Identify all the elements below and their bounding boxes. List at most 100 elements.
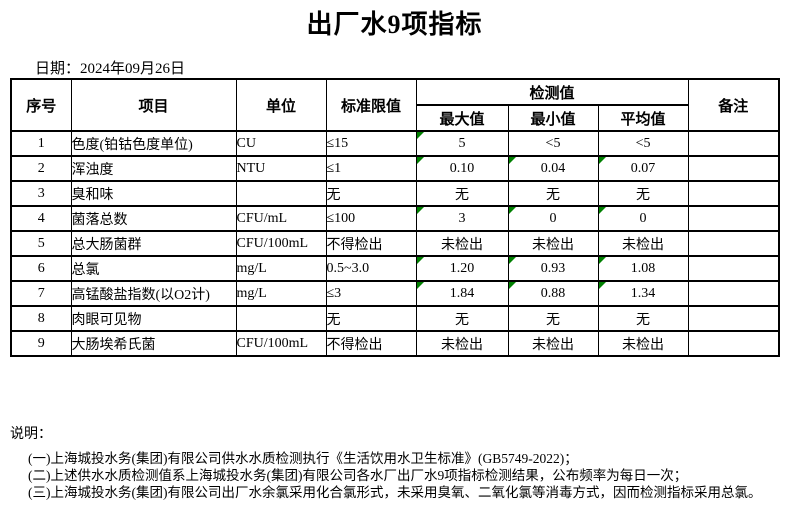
min-value: 0.04 — [507, 155, 599, 182]
avg-value-text: 0.07 — [630, 160, 656, 176]
unit: mg/L — [235, 280, 327, 307]
col-header-item: 项目 — [70, 78, 237, 132]
max-value: 无 — [415, 305, 509, 332]
green-corner-flag-icon — [599, 258, 606, 264]
standard-limit: ≤3 — [325, 280, 417, 307]
min-value: 无 — [507, 305, 599, 332]
row-number: 8 — [10, 305, 72, 332]
remark — [687, 230, 780, 257]
col-header-max: 最大值 — [415, 104, 509, 132]
row-number-text: 9 — [37, 335, 45, 351]
row-number: 5 — [10, 230, 72, 257]
note-line-2: (二)上述供水水质检测值系上海城投水务(集团)有限公司各水厂出厂水9项指标检测结… — [28, 468, 688, 483]
page-title: 出厂水9项指标 — [306, 10, 483, 39]
row-number: 1 — [10, 130, 72, 157]
row-number: 9 — [10, 330, 72, 357]
standard-limit-text: ≤3 — [326, 285, 342, 301]
remark — [687, 155, 780, 182]
green-corner-flag-icon — [509, 158, 516, 164]
min-value: <5 — [507, 130, 599, 157]
table-row: 7 高锰酸盐指数(以O2计) mg/L ≤3 1.84 0.88 1.34 — [10, 280, 780, 307]
table-row: 2 浑浊度 NTU ≤1 0.10 0.04 0.07 — [10, 155, 780, 182]
unit-text: CFU/100mL — [236, 235, 309, 251]
remark — [687, 205, 780, 232]
notes: (一)上海城投水务(集团)有限公司供水水质检测执行《生活饮用水卫生标准》(GB5… — [28, 450, 761, 501]
item-name: 肉眼可见物 — [70, 305, 237, 332]
min-value-text: 0.88 — [540, 285, 566, 301]
avg-value-text: 无 — [636, 187, 651, 203]
item-name-text: 肉眼可见物 — [71, 312, 142, 328]
max-value-text: 无 — [455, 312, 469, 328]
item-name-text: 总氯 — [71, 262, 100, 278]
item-name: 色度(铂钴色度单位) — [70, 130, 237, 157]
unit-text: CFU/100mL — [236, 335, 309, 351]
row-number-text: 5 — [37, 235, 45, 251]
col-header-no: 序号 — [10, 78, 72, 132]
unit: CFU/100mL — [235, 330, 327, 357]
unit: CU — [235, 130, 327, 157]
unit — [235, 180, 327, 207]
min-value: 0.88 — [507, 280, 599, 307]
avg-value: 1.34 — [597, 280, 689, 307]
green-corner-flag-icon — [417, 283, 424, 289]
max-value: 1.84 — [415, 280, 509, 307]
standard-limit: ≤15 — [325, 130, 417, 157]
max-value-text: 3 — [458, 210, 466, 226]
remark — [687, 255, 780, 282]
item-name-text: 菌落总数 — [71, 212, 128, 228]
unit — [235, 305, 327, 332]
max-value: 未检出 — [415, 230, 509, 257]
table-row: 1 色度(铂钴色度单位) CU ≤15 5 <5 <5 — [10, 130, 780, 157]
item-name-text: 总大肠菌群 — [71, 237, 142, 253]
table-body: 1 色度(铂钴色度单位) CU ≤15 5 <5 <5 2 浑浊度 NTU ≤1 0.10 0.04 0.… — [10, 130, 780, 357]
min-value-text: 0.93 — [540, 260, 566, 276]
item-name-text: 大肠埃希氏菌 — [71, 337, 156, 353]
standard-limit: 不得检出 — [325, 230, 417, 257]
unit: CFU/100mL — [235, 230, 327, 257]
standard-limit-text: ≤15 — [326, 135, 349, 151]
max-value: 无 — [415, 180, 509, 207]
standard-limit-text: 无 — [326, 187, 341, 203]
standard-limit: ≤100 — [325, 205, 417, 232]
standard-limit: 不得检出 — [325, 330, 417, 357]
report-date: 日期：2024年09月26日 — [35, 61, 186, 77]
min-value: 未检出 — [507, 330, 599, 357]
max-value: 5 — [415, 130, 509, 157]
remark — [687, 130, 780, 157]
avg-value-text: 0 — [639, 210, 647, 226]
col-header-remark: 备注 — [687, 78, 780, 132]
green-corner-flag-icon — [417, 208, 424, 214]
green-corner-flag-icon — [417, 133, 424, 139]
avg-value: <5 — [597, 130, 689, 157]
row-number: 4 — [10, 205, 72, 232]
max-value-text: 未检出 — [441, 337, 483, 353]
header-row-1: 序号 项目 单位 标准限值 检测值 备注 — [10, 78, 780, 132]
avg-value: 无 — [597, 180, 689, 207]
item-name-text: 臭和味 — [71, 187, 114, 203]
table-row: 9 大肠埃希氏菌 CFU/100mL 不得检出 未检出 未检出 未检出 — [10, 330, 780, 357]
min-value: 无 — [507, 180, 599, 207]
item-name: 总氯 — [70, 255, 237, 282]
avg-value-text: 未检出 — [622, 337, 665, 353]
green-corner-flag-icon — [509, 283, 516, 289]
unit-text: CU — [236, 135, 256, 151]
remark — [687, 180, 780, 207]
standard-limit-text: 不得检出 — [326, 237, 383, 253]
max-value-text: 未检出 — [441, 237, 483, 253]
row-number: 3 — [10, 180, 72, 207]
avg-value-text: 无 — [636, 312, 651, 328]
col-header-detection: 检测值 — [415, 78, 689, 106]
col-header-limit: 标准限值 — [325, 78, 417, 132]
note-line-3: (三)上海城投水务(集团)有限公司出厂水余氯采用化合氯形式，未采用臭氧、二氧化氯… — [28, 485, 762, 500]
col-header-unit: 单位 — [235, 78, 327, 132]
standard-limit-text: 0.5~3.0 — [326, 260, 370, 276]
row-number-text: 8 — [37, 310, 45, 326]
min-value-text: 0.04 — [540, 160, 566, 176]
unit: NTU — [235, 155, 327, 182]
green-corner-flag-icon — [509, 208, 516, 214]
item-name-text: 色度(铂钴色度单位) — [71, 137, 193, 153]
green-corner-flag-icon — [509, 258, 516, 264]
table-row: 6 总氯 mg/L 0.5~3.0 1.20 0.93 1.08 — [10, 255, 780, 282]
table-row: 5 总大肠菌群 CFU/100mL 不得检出 未检出 未检出 未检出 — [10, 230, 780, 257]
min-value-text: <5 — [545, 135, 561, 151]
